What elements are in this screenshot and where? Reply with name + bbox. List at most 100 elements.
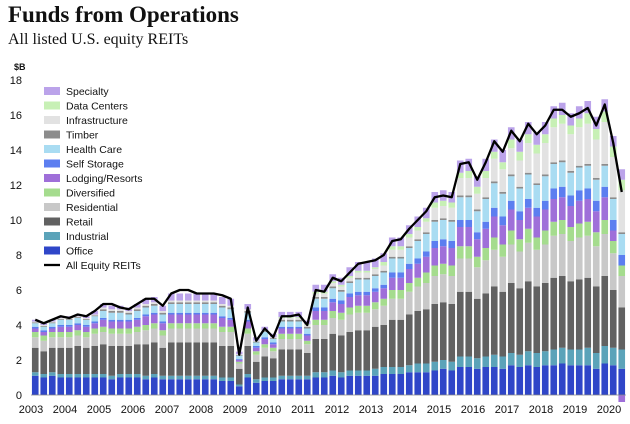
bar-segment	[278, 375, 286, 380]
bar-segment	[558, 363, 566, 395]
bar-segment	[533, 144, 541, 154]
bar-segment	[269, 338, 277, 339]
bar-segment	[439, 263, 447, 275]
bar-segment	[142, 375, 150, 380]
bar-segment	[363, 370, 371, 376]
bar-segment	[99, 326, 107, 332]
bar-segment	[193, 375, 201, 380]
bar-segment	[184, 302, 192, 304]
bar-segment	[108, 321, 116, 329]
bar-segment	[82, 318, 90, 320]
x-tick-label: 2020	[597, 404, 621, 416]
bar-segment	[465, 178, 473, 196]
bar-segment	[252, 382, 260, 395]
bar-segment	[499, 356, 507, 369]
bar-segment	[159, 330, 167, 336]
bar-segment	[218, 377, 226, 381]
bar-segment	[567, 171, 575, 173]
bar-segment	[371, 288, 379, 292]
bar-segment	[550, 221, 558, 236]
bar-segment	[286, 349, 294, 376]
bar-segment	[431, 248, 439, 266]
bar-segment	[150, 305, 158, 313]
bar-segment	[618, 179, 626, 191]
x-tick-label: 2003	[19, 404, 43, 416]
bar-segment	[295, 375, 303, 380]
bar-segment	[261, 331, 269, 332]
bar-segment	[346, 297, 354, 308]
bar-segment	[31, 372, 39, 376]
bar-segment	[405, 372, 413, 395]
bar-segment	[320, 297, 328, 299]
bar-segment	[516, 354, 524, 367]
bar-segment	[507, 200, 515, 210]
bar-segment	[601, 346, 609, 364]
bar-segment	[57, 318, 65, 320]
bar-segment	[601, 234, 609, 276]
bar-segment	[422, 232, 430, 234]
bar-segment	[227, 332, 235, 346]
bar-segment	[31, 328, 39, 332]
bar-segment	[133, 377, 141, 395]
bar-segment	[218, 297, 226, 304]
bar-segment	[184, 314, 192, 324]
bar-segment	[448, 265, 456, 276]
bar-segment	[286, 375, 294, 380]
bar-segment	[490, 183, 498, 208]
bar-segment	[558, 276, 566, 348]
bar-segment	[303, 335, 311, 341]
bar-segment	[541, 200, 549, 210]
bar-segment	[65, 332, 73, 338]
bar-segment	[125, 321, 133, 329]
bar-segment	[99, 311, 107, 318]
bar-segment	[405, 246, 413, 248]
bar-segment	[499, 216, 507, 226]
bar-segment	[363, 295, 371, 306]
bar-segment	[380, 253, 388, 262]
bar-segment	[465, 195, 473, 198]
bar-segment	[48, 328, 56, 332]
bar-segment	[414, 263, 422, 278]
bar-segment	[380, 288, 388, 299]
bar-segment	[65, 326, 73, 332]
x-tick-label: 2014	[393, 404, 417, 416]
bar-segment	[261, 339, 269, 345]
bar-segment	[558, 234, 566, 276]
bar-segment	[388, 272, 396, 278]
bar-segment	[346, 277, 354, 282]
bar-segment	[74, 335, 82, 346]
bar-segment	[218, 304, 226, 306]
bar-segment	[516, 151, 524, 161]
bar-segment	[184, 375, 192, 380]
bar-stacks	[31, 99, 626, 402]
bar-segment	[210, 323, 218, 329]
bar-segment	[558, 162, 566, 187]
bar-segment	[303, 328, 311, 334]
bar-segment	[312, 293, 320, 297]
bar-segment	[269, 342, 277, 345]
bar-segment	[456, 220, 464, 227]
bar-segment	[346, 375, 354, 395]
bar-segment	[74, 377, 82, 395]
bar-segment	[524, 143, 532, 173]
bar-segment	[295, 319, 303, 322]
bar-segment	[116, 333, 124, 346]
bar-segment	[567, 172, 575, 196]
bar-segment	[295, 328, 303, 334]
bar-segment	[252, 379, 260, 383]
bar-segment	[91, 323, 99, 329]
legend-label: Self Storage	[66, 159, 124, 171]
bar-segment	[456, 367, 464, 395]
bar-segment	[618, 232, 626, 234]
legend-swatch	[44, 159, 60, 168]
bar-segment	[116, 377, 124, 395]
bar-segment	[490, 249, 498, 287]
bar-segment	[244, 319, 252, 322]
bar-segment	[286, 326, 294, 329]
bar-segment	[473, 211, 481, 233]
bar-segment	[193, 300, 201, 303]
bar-segment	[533, 132, 541, 145]
bar-segment	[133, 304, 141, 308]
bar-segment	[482, 158, 490, 171]
bar-segment	[116, 311, 124, 313]
